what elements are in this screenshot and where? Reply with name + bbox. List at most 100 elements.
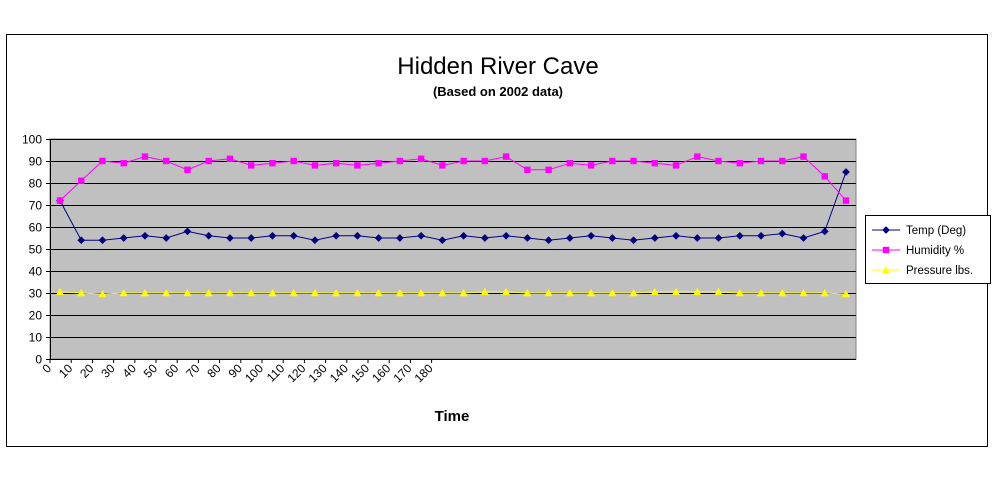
data-point: [820, 227, 829, 236]
data-point: [480, 234, 489, 242]
data-point: [247, 234, 256, 242]
data-point: [78, 177, 85, 184]
data-point: [183, 227, 192, 236]
data-point: [332, 231, 341, 240]
data-point: [204, 289, 213, 297]
data-point: [162, 234, 171, 242]
data-point: [650, 234, 659, 242]
data-point: [587, 231, 596, 240]
data-point: [417, 231, 426, 240]
data-point: [375, 160, 382, 167]
data-point: [672, 287, 681, 296]
data-point: [821, 173, 828, 180]
data-point: [225, 234, 234, 242]
data-point: [204, 231, 213, 240]
data-point: [439, 162, 446, 169]
data-point: [544, 236, 553, 245]
data-point: [736, 160, 743, 167]
data-point: [565, 234, 574, 242]
data-point: [354, 162, 361, 169]
data-point: [289, 231, 298, 240]
series-layer: [56, 153, 850, 298]
data-point: [77, 289, 86, 297]
data-point: [353, 289, 362, 297]
data-point: [545, 166, 552, 173]
data-point: [842, 197, 850, 204]
data-point: [310, 289, 319, 297]
data-point: [693, 234, 702, 242]
data-point: [247, 289, 256, 297]
data-point: [842, 168, 850, 176]
y-tick-label: 30: [29, 287, 43, 301]
data-point: [98, 236, 107, 245]
data-point: [374, 289, 383, 297]
data-point: [800, 153, 807, 160]
data-point: [289, 289, 298, 297]
data-point: [460, 157, 467, 165]
y-axis: 0 10 20 30 40 50 60 70 80 90 100: [22, 133, 51, 367]
legend: Temp (Deg) Humidity % Pressure lbs.: [865, 215, 991, 284]
data-point: [459, 289, 468, 297]
data-point: [608, 234, 617, 242]
data-point: [651, 160, 659, 167]
data-point: [353, 231, 362, 240]
data-point: [480, 287, 489, 296]
data-point: [268, 231, 277, 240]
data-point: [629, 236, 638, 245]
data-point: [820, 289, 829, 297]
data-point: [332, 160, 340, 167]
data-point: [119, 234, 128, 242]
data-point: [608, 289, 617, 297]
data-point: [502, 231, 511, 240]
series-3: [56, 287, 850, 298]
legend-marker: [882, 266, 890, 274]
data-point: [140, 289, 149, 297]
data-point: [438, 236, 447, 245]
data-point: [778, 229, 787, 238]
chart-subtitle: (Based on 2002 data): [433, 84, 563, 99]
data-point: [735, 231, 744, 240]
data-point: [609, 157, 616, 165]
y-tick-label: 10: [29, 331, 43, 345]
series-1: [56, 168, 850, 245]
data-point: [757, 289, 766, 297]
data-point: [396, 157, 404, 165]
y-tick-label: 60: [29, 221, 43, 235]
y-tick-label: 70: [29, 199, 43, 213]
y-tick-label: 40: [29, 265, 43, 279]
data-point: [98, 290, 107, 298]
legend-marker: [882, 226, 890, 234]
data-point: [524, 166, 531, 173]
data-point: [693, 287, 702, 296]
data-point: [757, 231, 765, 240]
y-tick-label: 0: [35, 353, 42, 367]
data-point: [374, 234, 383, 242]
data-point: [77, 236, 86, 245]
data-point: [417, 289, 426, 297]
data-point: [587, 162, 595, 169]
data-point: [56, 197, 64, 204]
data-point: [779, 157, 786, 165]
data-point: [438, 289, 447, 297]
data-point: [141, 231, 149, 240]
data-point: [714, 287, 723, 296]
data-point: [56, 287, 64, 296]
data-point: [311, 162, 319, 169]
data-point: [544, 289, 553, 297]
data-point: [247, 162, 255, 169]
chart-title: Hidden River Cave: [397, 53, 598, 80]
data-point: [141, 153, 149, 160]
data-point: [523, 234, 532, 242]
legend-marker: [882, 246, 890, 254]
data-point: [332, 289, 341, 297]
y-tick-label: 100: [22, 133, 42, 147]
data-point: [757, 157, 765, 165]
data-point: [183, 289, 192, 297]
data-point: [269, 160, 276, 167]
data-point: [268, 289, 277, 297]
data-point: [842, 290, 850, 298]
data-point: [290, 157, 297, 165]
legend-label: Temp (Deg): [906, 225, 966, 237]
data-point: [226, 155, 234, 162]
